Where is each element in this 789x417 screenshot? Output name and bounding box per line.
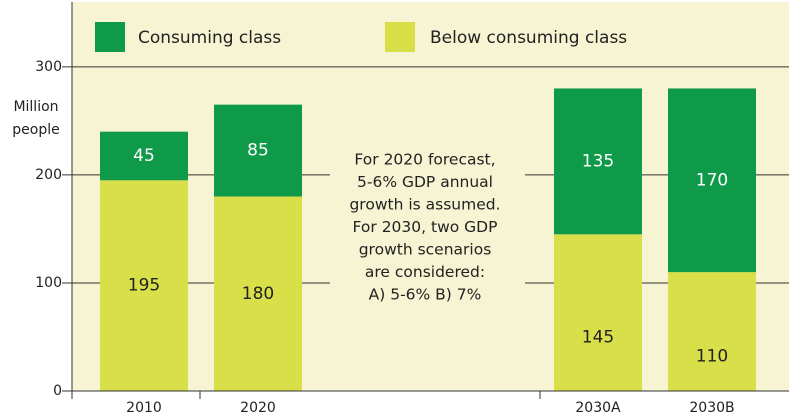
annotation: A) 5-6% B) 7%	[369, 286, 482, 304]
data-label: 195	[128, 276, 160, 296]
data-label: 145	[582, 328, 614, 348]
annotation-background	[330, 146, 525, 310]
y-tick-label: 100	[35, 275, 62, 291]
legend-label: Below consuming class	[430, 28, 627, 48]
annotation: 5-6% GDP annual	[357, 173, 493, 191]
x-tick-label: 2020	[240, 400, 276, 416]
bar-segment	[100, 180, 188, 391]
legend-swatch	[95, 22, 125, 52]
data-label: 180	[242, 284, 274, 304]
annotation: For 2020 forecast,	[354, 151, 495, 169]
x-tick-label: 2030A	[575, 400, 621, 416]
data-label: 170	[696, 170, 728, 190]
bar-segment	[554, 88, 642, 235]
y-tick-label: 300	[35, 59, 62, 75]
legend-swatch	[385, 22, 415, 52]
annotation: For 2030, two GDP	[353, 218, 498, 236]
y-tick-label: 200	[35, 167, 62, 183]
y-tick-label: 0	[53, 383, 62, 399]
x-tick-label: 2010	[126, 400, 162, 416]
bar-segment	[668, 88, 756, 273]
data-label: 45	[133, 146, 155, 166]
data-label: 135	[582, 151, 614, 171]
bar-segment	[668, 272, 756, 391]
y-axis-label: people	[12, 122, 59, 138]
annotation: are considered:	[365, 263, 485, 281]
y-axis-label: Million	[13, 99, 58, 115]
bar-segment	[554, 234, 642, 391]
data-label: 85	[247, 141, 269, 161]
annotation: growth is assumed.	[349, 196, 500, 214]
legend-label: Consuming class	[138, 28, 281, 48]
data-label: 110	[696, 347, 728, 367]
bar-segment	[100, 131, 188, 181]
annotation: growth scenarios	[359, 241, 492, 259]
bar-segment	[214, 196, 302, 391]
bar-segment	[214, 104, 302, 197]
x-tick-label: 2030B	[689, 400, 734, 416]
